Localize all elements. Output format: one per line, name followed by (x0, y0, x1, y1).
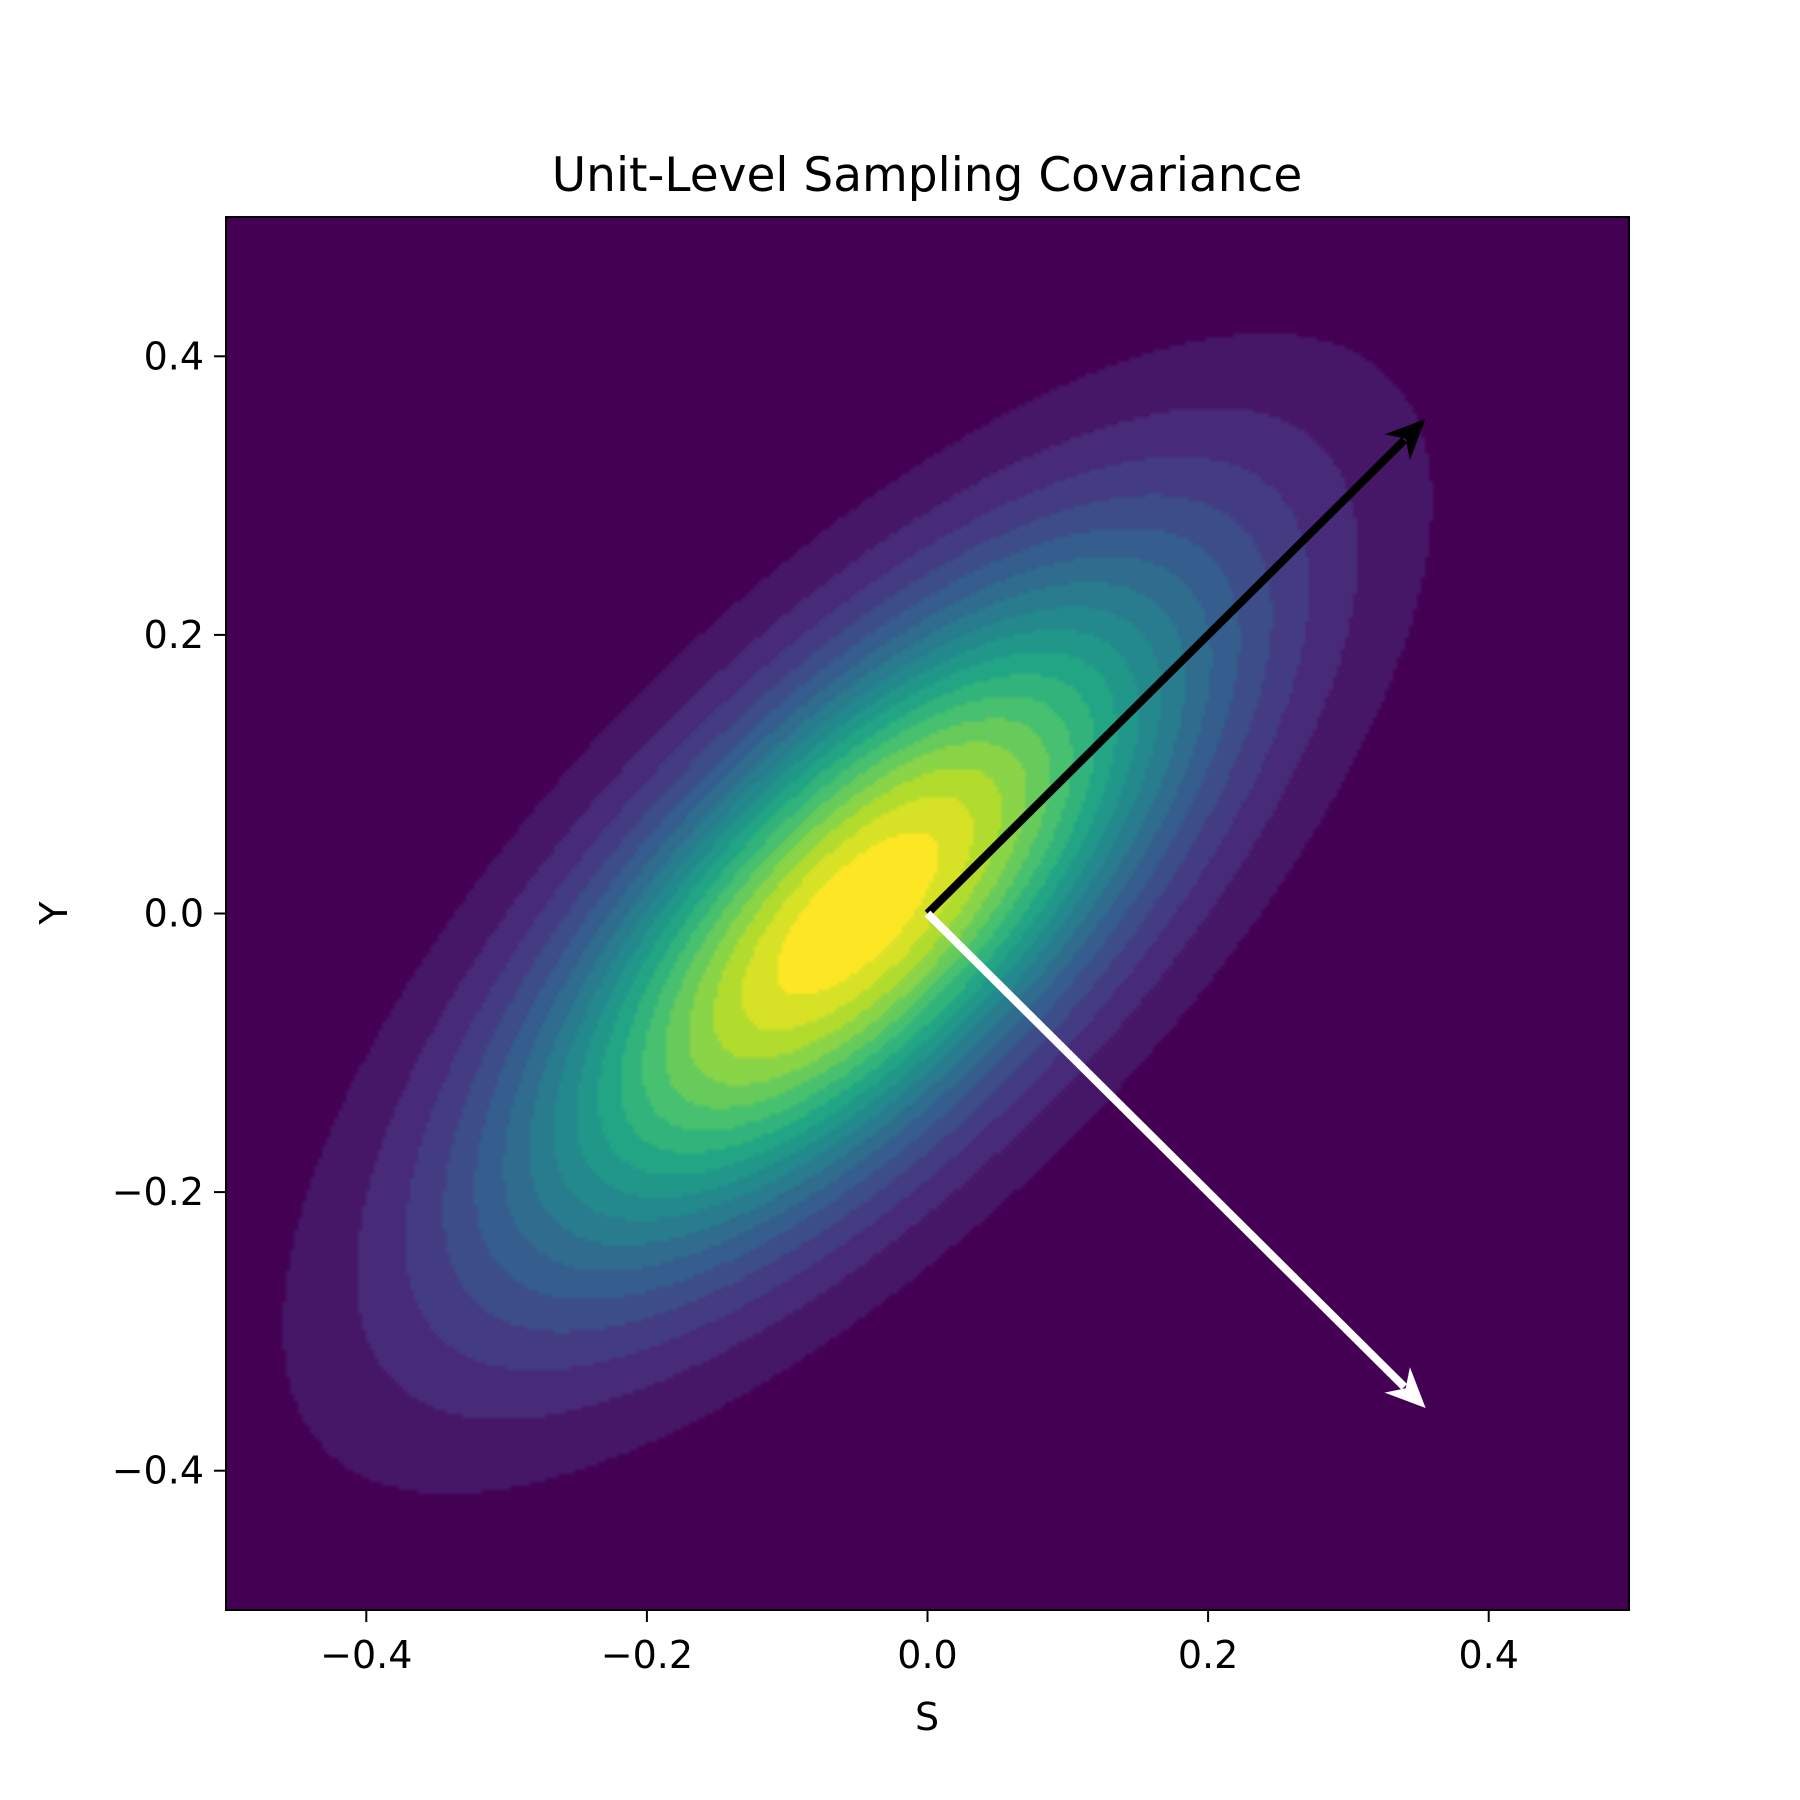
x-axis-label: S (915, 1695, 939, 1739)
x-axis: −0.4 −0.2 0.0 0.2 0.4 (320, 1610, 1519, 1677)
white-arrow (924, 910, 1426, 1408)
black-arrow-shaft (924, 437, 1408, 917)
y-tick-label: −0.2 (112, 1170, 204, 1214)
arrow-layer (924, 419, 1426, 1408)
plot-area (225, 216, 1630, 1611)
x-tick-label: −0.4 (320, 1633, 412, 1677)
x-tick-label: 0.2 (1178, 1633, 1238, 1677)
white-arrow-head (1384, 1367, 1426, 1408)
x-tick-label: 0.4 (1458, 1633, 1518, 1677)
x-tick-label: 0.0 (897, 1633, 957, 1677)
y-tick-label: −0.4 (112, 1449, 204, 1493)
chart-title: Unit-Level Sampling Covariance (552, 148, 1303, 203)
black-arrow (924, 419, 1426, 917)
y-axis: −0.4 −0.2 0.0 0.2 0.4 (112, 334, 226, 1493)
black-arrow-head (1384, 419, 1426, 460)
y-axis-label: Y (32, 901, 76, 926)
y-tick-label: 0.0 (144, 892, 204, 936)
x-tick-label: −0.2 (601, 1633, 693, 1677)
white-arrow-shaft (924, 910, 1408, 1390)
y-tick-label: 0.2 (144, 613, 204, 657)
y-tick-label: 0.4 (144, 334, 204, 378)
